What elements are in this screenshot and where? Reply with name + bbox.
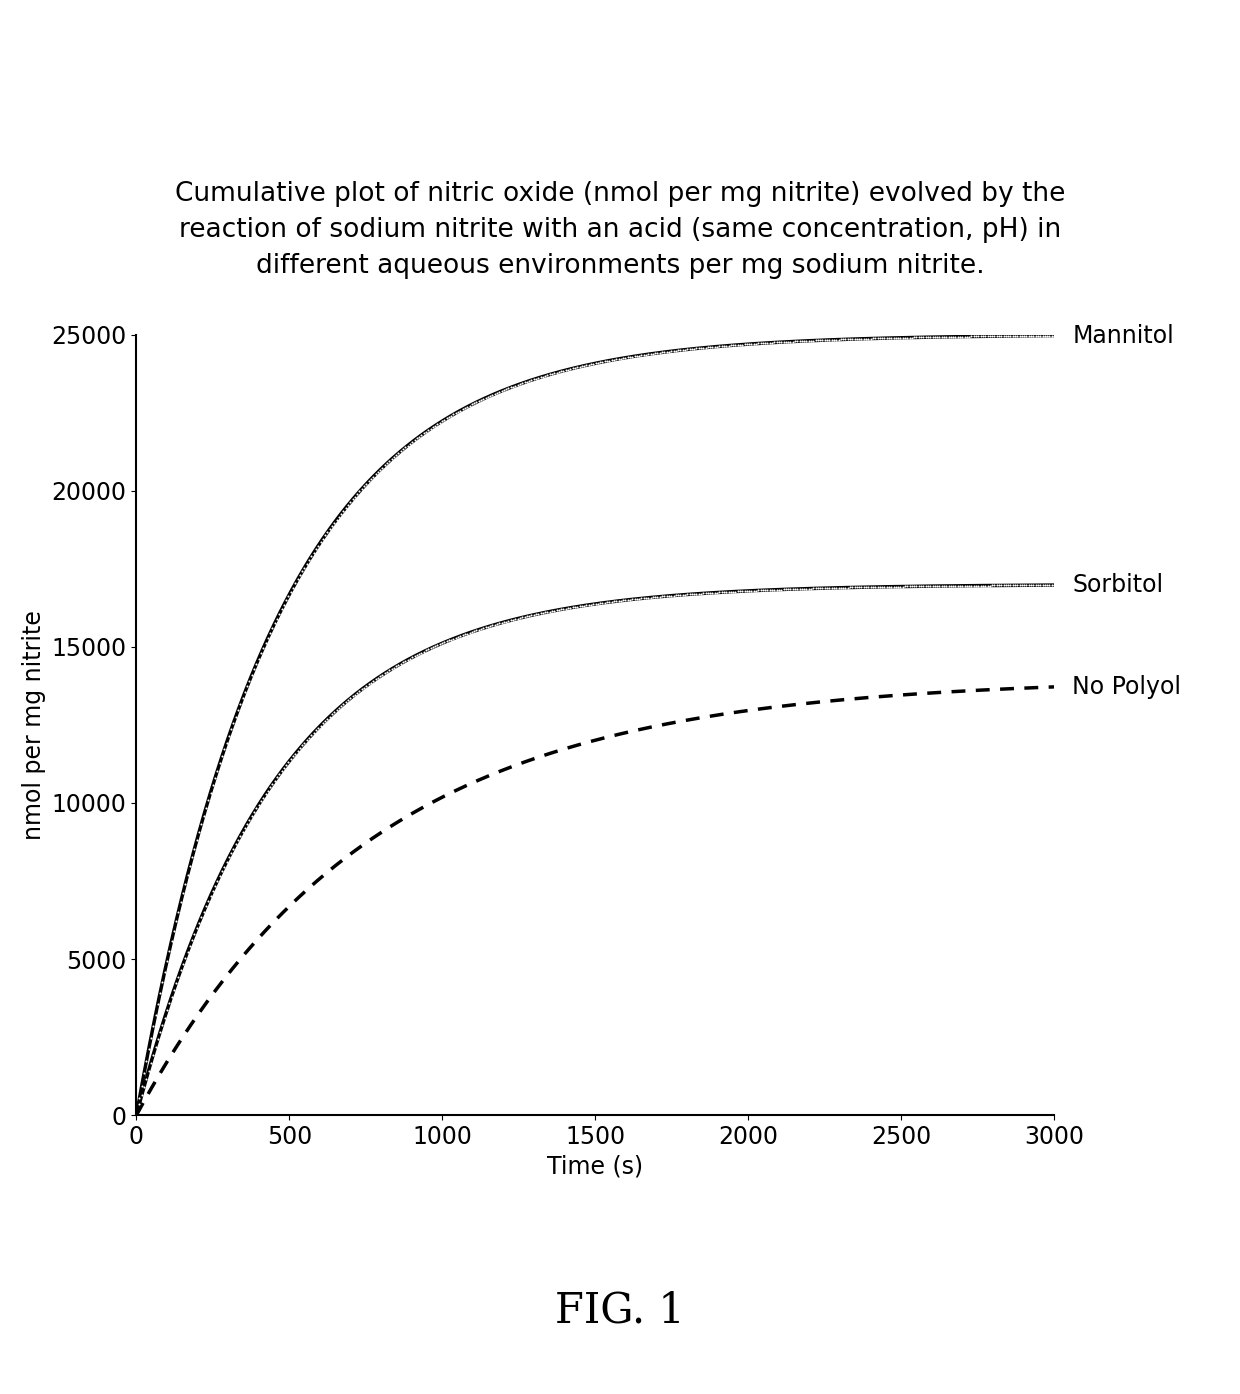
- Y-axis label: nmol per mg nitrite: nmol per mg nitrite: [22, 611, 46, 839]
- Text: Sorbitol: Sorbitol: [1073, 573, 1163, 597]
- Text: FIG. 1: FIG. 1: [556, 1289, 684, 1331]
- Text: Cumulative plot of nitric oxide (nmol per mg nitrite) evolved by the
reaction of: Cumulative plot of nitric oxide (nmol pe…: [175, 181, 1065, 279]
- X-axis label: Time (s): Time (s): [547, 1154, 644, 1178]
- Text: No Polyol: No Polyol: [1073, 675, 1182, 698]
- Text: Mannitol: Mannitol: [1073, 323, 1174, 347]
